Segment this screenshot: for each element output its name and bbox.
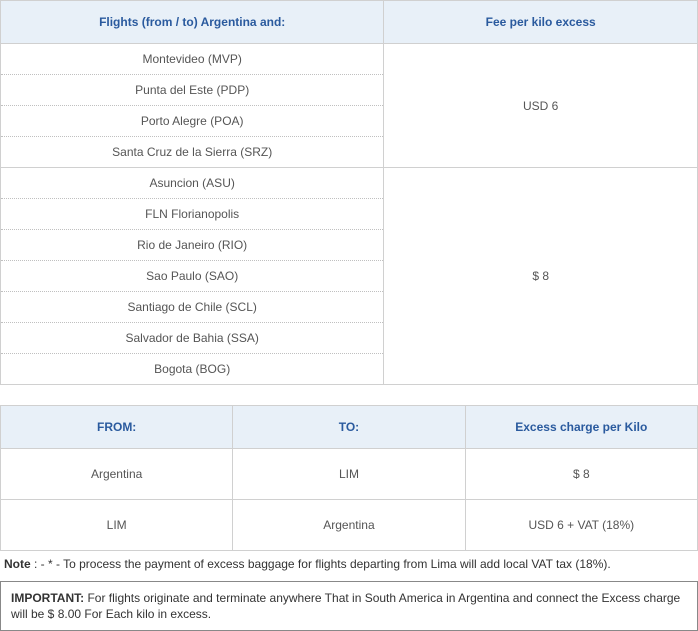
note-body: : - * - To process the payment of excess…: [31, 557, 611, 571]
table-row: Montevideo (MVP) USD 6: [1, 44, 698, 75]
destination-cell: Santa Cruz de la Sierra (SRZ): [1, 137, 384, 168]
important-label: IMPORTANT:: [11, 591, 84, 605]
header-fee: Fee per kilo excess: [384, 1, 698, 44]
fee-cell: USD 6: [384, 44, 698, 168]
destination-cell: Bogota (BOG): [1, 354, 384, 385]
fee-table-2: FROM: TO: Excess charge per Kilo Argenti…: [0, 405, 698, 551]
destination-cell: Santiago de Chile (SCL): [1, 292, 384, 323]
charge-cell: $ 8: [465, 449, 697, 500]
fee-table-1: Flights (from / to) Argentina and: Fee p…: [0, 0, 698, 385]
note-text: Note : - * - To process the payment of e…: [0, 551, 698, 581]
destination-cell: Salvador de Bahia (SSA): [1, 323, 384, 354]
charge-cell: USD 6 + VAT (18%): [465, 500, 697, 551]
header-from: FROM:: [1, 406, 233, 449]
to-cell: Argentina: [233, 500, 465, 551]
important-body: For flights originate and terminate anyw…: [11, 591, 680, 621]
header-to: TO:: [233, 406, 465, 449]
from-cell: LIM: [1, 500, 233, 551]
destination-cell: Montevideo (MVP): [1, 44, 384, 75]
destination-cell: Rio de Janeiro (RIO): [1, 230, 384, 261]
destination-cell: Asuncion (ASU): [1, 168, 384, 199]
table-row: Asuncion (ASU) $ 8: [1, 168, 698, 199]
destination-cell: Punta del Este (PDP): [1, 75, 384, 106]
important-box: IMPORTANT: For flights originate and ter…: [0, 581, 698, 631]
fee-cell: $ 8: [384, 168, 698, 385]
destination-cell: Sao Paulo (SAO): [1, 261, 384, 292]
header-charge: Excess charge per Kilo: [465, 406, 697, 449]
note-label: Note: [4, 557, 31, 571]
table-row: Argentina LIM $ 8: [1, 449, 698, 500]
to-cell: LIM: [233, 449, 465, 500]
destination-cell: FLN Florianopolis: [1, 199, 384, 230]
destination-cell: Porto Alegre (POA): [1, 106, 384, 137]
header-flights: Flights (from / to) Argentina and:: [1, 1, 384, 44]
table-row: LIM Argentina USD 6 + VAT (18%): [1, 500, 698, 551]
from-cell: Argentina: [1, 449, 233, 500]
